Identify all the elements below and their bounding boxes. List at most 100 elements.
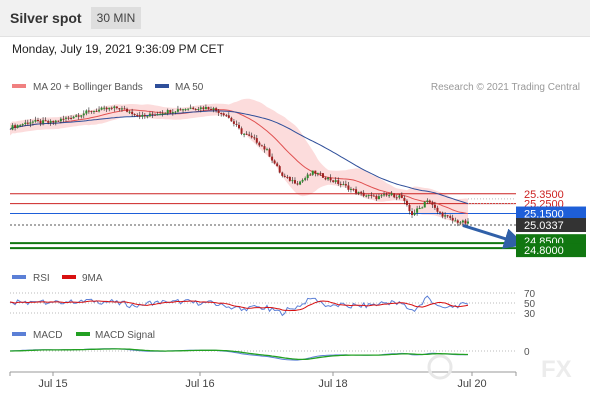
candle-body — [207, 107, 210, 110]
legend-swatch-ma20 — [12, 84, 26, 88]
candle-body — [57, 120, 60, 122]
candle-body — [90, 110, 93, 112]
candle-body — [418, 207, 421, 209]
candle-body — [411, 211, 414, 216]
legend-swatch-ma50 — [155, 84, 169, 88]
candle-body — [446, 215, 449, 217]
watermark-text: FX — [541, 356, 572, 383]
candle-body — [222, 113, 225, 116]
legend-swatch-rsi — [12, 275, 26, 279]
candle-body — [314, 170, 317, 174]
candle-body — [243, 133, 246, 135]
candle-body — [334, 180, 337, 182]
candle-body — [171, 112, 174, 114]
candle-body — [161, 113, 164, 115]
candle-body — [456, 220, 459, 223]
candle-body — [467, 221, 469, 224]
candle-body — [21, 124, 24, 126]
candle-body — [296, 183, 299, 185]
candle-body — [301, 179, 304, 182]
candle-body — [388, 195, 391, 197]
legend-swatch-macd — [12, 332, 26, 336]
candle-body — [212, 108, 215, 110]
candle-body — [14, 125, 17, 128]
candle-body — [54, 120, 57, 123]
level-badge-3 — [516, 218, 586, 233]
candle-body — [416, 208, 419, 213]
candle-body — [271, 156, 274, 161]
candle-body — [357, 191, 360, 194]
candle-body — [169, 109, 172, 113]
candle-body — [47, 121, 50, 123]
candle-body — [118, 108, 121, 110]
candle-body — [355, 189, 358, 194]
rsi-ma-line — [9, 300, 469, 312]
candle-body — [62, 118, 65, 120]
candle-body — [215, 108, 218, 111]
candle-body — [154, 114, 157, 116]
candle-body — [431, 202, 434, 205]
legend-label-ma20: MA 20 + Bollinger Bands — [33, 82, 143, 93]
macd-tick-label: 0 — [524, 347, 530, 358]
candle-body — [423, 201, 426, 208]
timeframe-button[interactable]: 30 MIN — [91, 7, 141, 29]
candle-body — [428, 200, 431, 203]
candle-body — [110, 107, 113, 109]
candle-body — [395, 197, 398, 199]
candle-body — [459, 222, 462, 224]
candle-body — [421, 207, 424, 209]
macd-signal-line — [10, 348, 468, 361]
candle-body — [126, 108, 129, 112]
watermark-logo — [427, 354, 453, 380]
candle-body — [352, 188, 355, 190]
level-label-2: 25.1500 — [524, 209, 564, 221]
candle-body — [220, 112, 223, 114]
legend-label-ma50: MA 50 — [175, 82, 204, 93]
x-tick-label: Jul 15 — [38, 378, 67, 390]
legend-swatch-rsi-ma — [62, 275, 76, 279]
candle-body — [439, 211, 442, 213]
candle-body — [342, 184, 345, 186]
timestamp: Monday, July 19, 2021 9:36:09 PM CET — [12, 42, 224, 56]
candle-body — [29, 122, 32, 124]
candle-body — [225, 115, 228, 117]
level-badge-2 — [516, 206, 586, 221]
candle-body — [321, 173, 324, 178]
candle-body — [449, 216, 452, 218]
candle-body — [398, 195, 401, 198]
candle-body — [306, 174, 309, 179]
rsi-tick-label: 30 — [524, 309, 536, 320]
candle-body — [253, 137, 256, 139]
candle-body — [202, 107, 205, 110]
candle-body — [403, 197, 406, 201]
candle-body — [194, 109, 197, 111]
candle-body — [133, 114, 136, 116]
candle-body — [77, 115, 80, 117]
candle-body — [31, 121, 34, 123]
candle-body — [166, 109, 169, 114]
candle-body — [197, 109, 200, 111]
candle-body — [156, 114, 159, 116]
candle-body — [385, 194, 388, 196]
candle-body — [372, 195, 375, 197]
candle-body — [309, 174, 312, 176]
candle-body — [360, 191, 363, 193]
candle-body — [413, 212, 416, 216]
x-tick-label: Jul 16 — [185, 378, 214, 390]
candle-body — [383, 194, 386, 196]
candle-body — [72, 116, 75, 119]
candle-body — [105, 107, 108, 110]
candle-body — [64, 117, 67, 119]
candle-body — [250, 135, 253, 138]
candle-body — [182, 109, 185, 111]
candle-body — [461, 220, 464, 223]
legend-label-rsi: RSI — [33, 273, 50, 284]
candle-body — [329, 177, 332, 181]
candle-body — [390, 193, 393, 196]
candle-body — [255, 138, 258, 143]
candle-body — [304, 178, 307, 180]
candle-body — [408, 205, 411, 212]
candle-body — [451, 217, 454, 221]
candle-body — [42, 120, 45, 124]
candle-body — [19, 125, 22, 127]
